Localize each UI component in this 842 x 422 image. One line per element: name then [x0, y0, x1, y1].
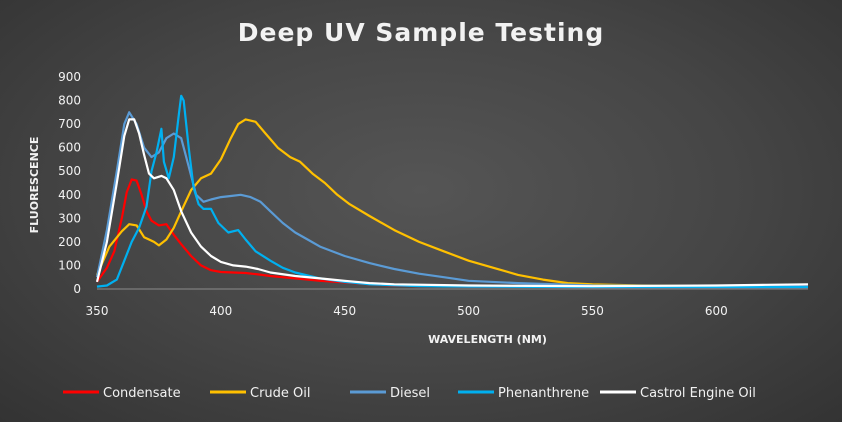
legend-label: Diesel	[390, 386, 430, 401]
chart-title: Deep UV Sample Testing	[237, 18, 605, 47]
y-tick-label: 200	[58, 235, 81, 249]
y-tick-label: 600	[58, 141, 81, 155]
y-tick-label: 900	[58, 70, 81, 84]
series-line-phenanthrene	[96, 94, 808, 289]
x-tick-label: 400	[209, 304, 232, 318]
legend-label: Phenanthrene	[498, 386, 589, 401]
legend-label: Castrol Engine Oil	[640, 386, 756, 401]
series-line-diesel	[95, 111, 809, 288]
x-tick-label: 450	[333, 304, 356, 318]
y-tick-label: 400	[58, 188, 81, 202]
y-tick-label: 800	[58, 94, 81, 108]
series-line-crude-oil	[95, 118, 809, 288]
series-line-condensate	[96, 178, 808, 289]
x-tick-label: 600	[705, 304, 728, 318]
x-tick-label: 550	[581, 304, 604, 318]
y-tick-label: 500	[58, 164, 81, 178]
y-tick-label: 0	[73, 282, 81, 296]
series-group	[95, 94, 809, 289]
x-axis-ticks: 350 400 450 500 550 600	[86, 304, 728, 318]
series-line-castrol-engine-oil	[95, 118, 809, 288]
legend-label: Crude Oil	[250, 386, 311, 401]
legend: Condensate Crude Oil Diesel Phenanthrene Cas…	[63, 386, 756, 401]
x-tick-label: 350	[86, 304, 109, 318]
x-tick-label: 500	[457, 304, 480, 318]
y-tick-label: 100	[58, 258, 81, 272]
y-axis-ticks: 0 100 200 300 400 500 600 700 800 900	[58, 70, 81, 296]
y-tick-label: 300	[58, 211, 81, 225]
x-axis-label: WAVELENGTH (NM)	[428, 333, 547, 346]
y-axis-label: FLUORESCENCE	[28, 137, 41, 234]
legend-label: Condensate	[103, 386, 181, 401]
y-tick-label: 700	[58, 117, 81, 131]
